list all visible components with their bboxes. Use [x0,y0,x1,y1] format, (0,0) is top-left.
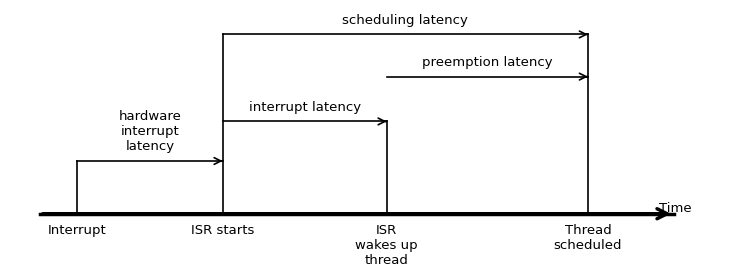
Text: Time: Time [659,202,692,215]
Text: interrupt latency: interrupt latency [249,101,360,113]
Text: preemption latency: preemption latency [422,56,553,69]
Text: scheduling latency: scheduling latency [342,14,469,26]
Text: ISR starts: ISR starts [191,224,255,237]
Text: Interrupt: Interrupt [48,224,107,237]
Text: ISR
wakes up
thread: ISR wakes up thread [355,224,418,267]
Text: hardware
interrupt
latency: hardware interrupt latency [119,110,182,153]
Text: Thread
scheduled: Thread scheduled [553,224,622,252]
